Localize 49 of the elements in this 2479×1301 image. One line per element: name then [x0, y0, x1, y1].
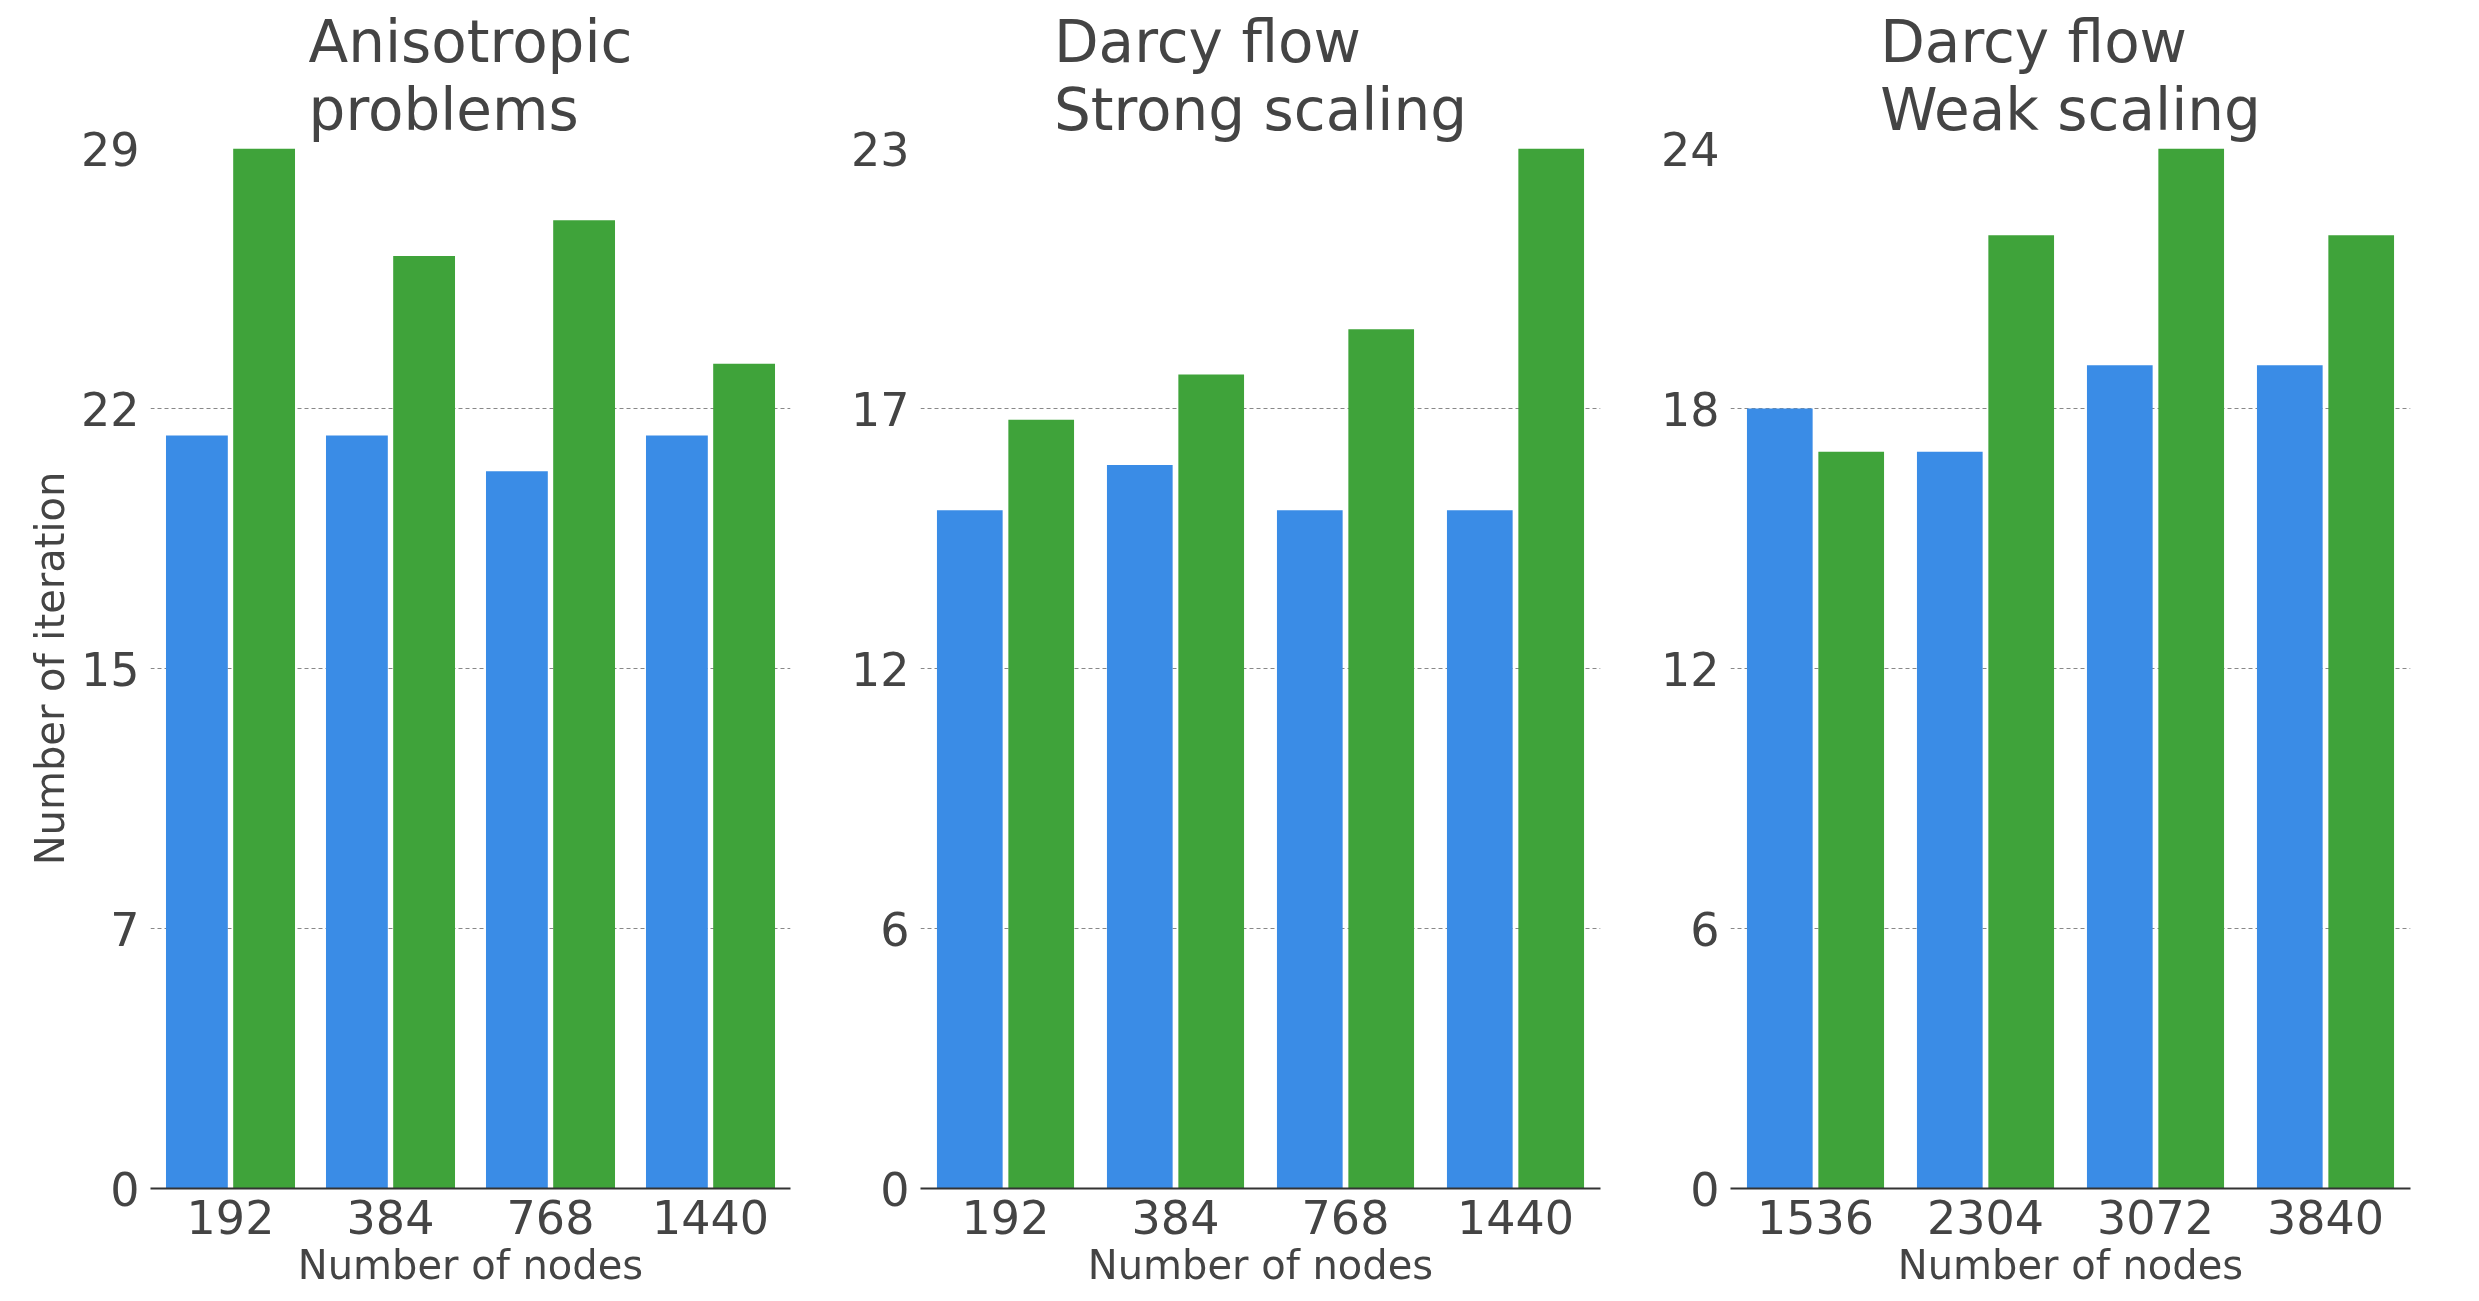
x-tick-label: 1440 [651, 1190, 770, 1245]
y-tick-label: 12 [850, 642, 910, 697]
bar [1746, 408, 1813, 1189]
bar [165, 435, 228, 1189]
bar [233, 148, 296, 1189]
bar [1916, 451, 1983, 1189]
x-tick-label: 3840 [2266, 1190, 2385, 1245]
x-tick-label: 1536 [1756, 1190, 1875, 1245]
y-tick-label: 29 [80, 122, 140, 177]
bar [1446, 510, 1513, 1189]
y-tick-label: 0 [880, 1162, 910, 1217]
bar [1276, 510, 1343, 1189]
chart-title: Darcy flow Weak scaling [1880, 7, 2261, 144]
bar [2086, 365, 2153, 1189]
y-tick-label: 23 [850, 122, 910, 177]
bar [553, 220, 616, 1189]
y-tick-label: 22 [80, 382, 140, 437]
bar [1106, 465, 1173, 1189]
x-tick-label: 192 [961, 1190, 1050, 1245]
chart-title: Darcy flow Strong scaling [1053, 7, 1468, 144]
y-tick-label: 24 [1660, 122, 1720, 177]
bar [393, 256, 456, 1189]
x-tick-label: 1440 [1456, 1190, 1575, 1245]
bar [936, 510, 1003, 1189]
y-tick-label: 0 [1690, 1162, 1720, 1217]
y-tick-label: 18 [1660, 382, 1720, 437]
bar [2328, 235, 2395, 1189]
y-tick-label: 17 [850, 382, 910, 437]
y-axis-title: Number of iteration [26, 471, 73, 866]
x-tick-label: 192 [186, 1190, 275, 1245]
y-tick-label: 6 [1690, 902, 1720, 957]
y-tick-label: 6 [880, 902, 910, 957]
bar [713, 363, 776, 1189]
y-tick-label: 15 [80, 642, 140, 697]
bar [1008, 419, 1075, 1189]
bar [1988, 235, 2055, 1189]
y-tick-label: 12 [1660, 642, 1720, 697]
bar [645, 435, 708, 1189]
bar [1818, 451, 1885, 1189]
bar [2256, 365, 2323, 1189]
bar [325, 435, 388, 1189]
y-tick-label: 7 [110, 902, 140, 957]
bar [1178, 374, 1245, 1189]
bar [485, 471, 548, 1189]
y-tick-label: 0 [110, 1162, 140, 1217]
bar [1518, 148, 1585, 1189]
bar [2158, 148, 2225, 1189]
bar [1348, 329, 1415, 1189]
chart-title: Anisotropic problems [308, 7, 633, 144]
